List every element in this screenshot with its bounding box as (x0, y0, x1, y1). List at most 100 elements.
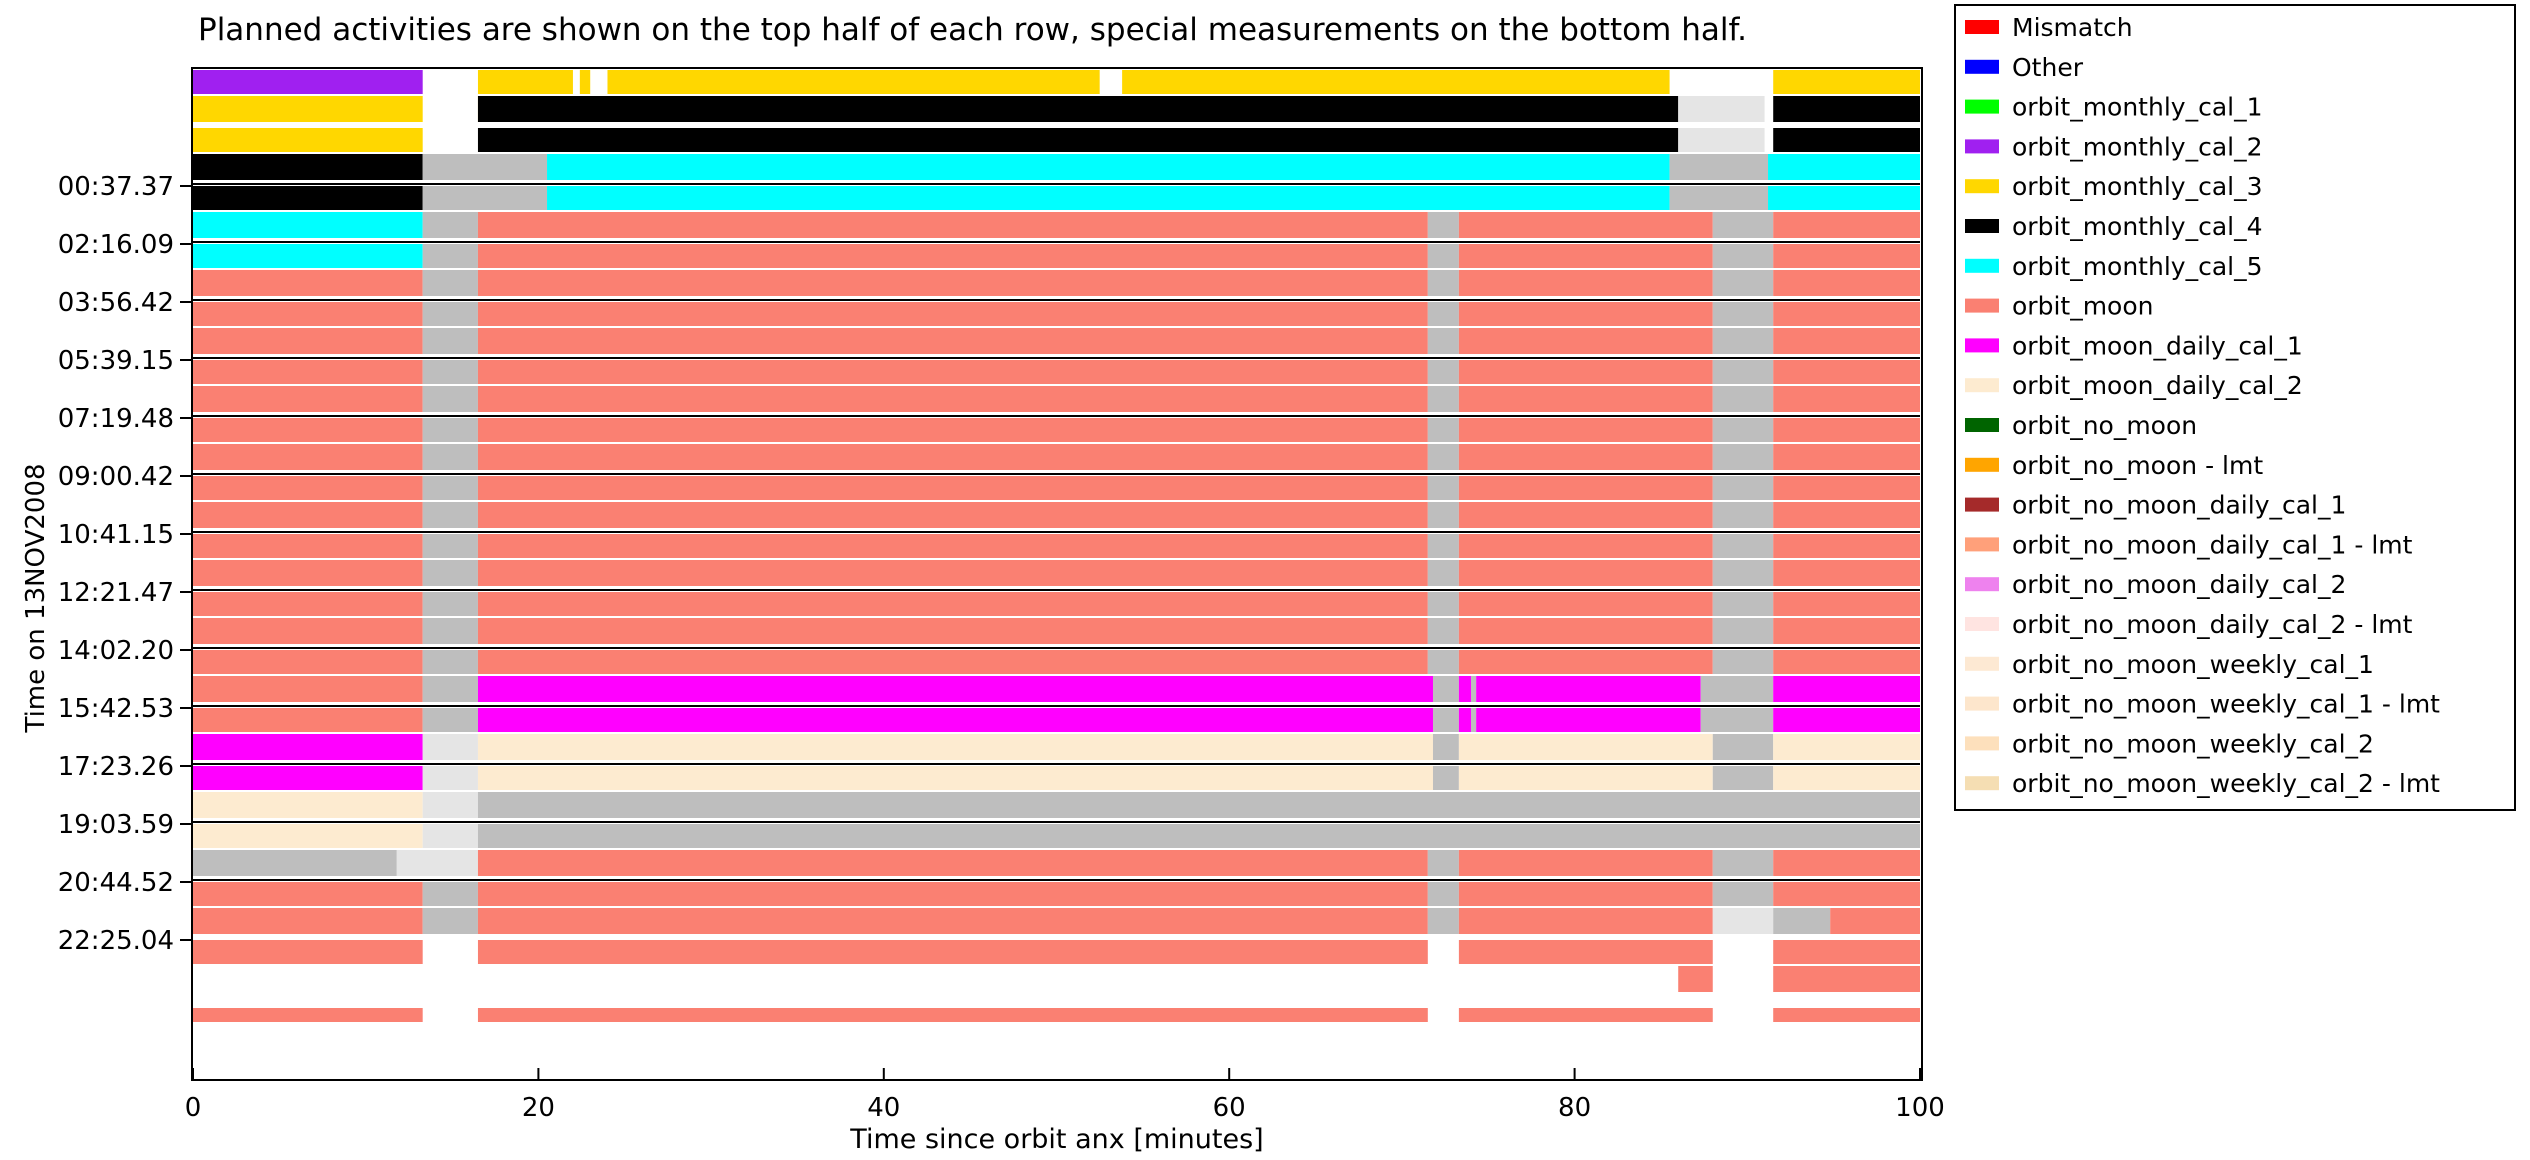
legend-label: orbit_no_moon_weekly_cal_2 - lmt (2012, 769, 2440, 798)
activity-row (193, 650, 1920, 702)
measurement-segment (1458, 270, 1713, 296)
measurement-segment (193, 502, 423, 528)
planned-activity-segment (1712, 302, 1774, 326)
measurement-segment (1712, 908, 1774, 934)
measurement-segment (477, 270, 1428, 296)
planned-activity-segment (193, 128, 423, 152)
planned-activity-segment (1427, 650, 1459, 674)
measurement-segment (1427, 502, 1459, 528)
measurement-segment (1427, 560, 1459, 586)
x-axis-ticks: 0 20 40 60 80 100 (185, 1068, 1945, 1123)
planned-activity-segment (193, 882, 423, 906)
measurement-segment (422, 386, 478, 412)
measurement-segment (422, 734, 478, 760)
plot-frame (191, 67, 1923, 1081)
planned-activity-segment (1427, 418, 1459, 442)
legend-swatch (1965, 537, 1999, 552)
planned-activity-segment (422, 302, 478, 326)
measurement-segment (1427, 328, 1459, 354)
measurement-segment (1712, 328, 1774, 354)
planned-activity-segment (1773, 650, 1920, 674)
planned-activity-segment (1773, 302, 1920, 326)
measurement-segment (1830, 908, 1920, 934)
legend-entry: orbit_moon_daily_cal_2 (1965, 371, 2303, 400)
legend-label: orbit_no_moon_weekly_cal_2 (2012, 729, 2374, 758)
activity-row (193, 534, 1920, 586)
y-tick-label: 03:56.42 (58, 288, 174, 318)
planned-activity-segment (1768, 186, 1920, 210)
y-tick-label: 12:21.47 (58, 578, 174, 608)
measurement-segment (477, 444, 1428, 470)
measurement-segment (1773, 1008, 1920, 1022)
legend-label: orbit_no_moon (2012, 411, 2197, 440)
measurement-segment (477, 908, 1428, 934)
y-tick-label: 05:39.15 (58, 346, 174, 376)
measurement-segment (1773, 676, 1920, 702)
planned-activity-segment (477, 592, 1428, 616)
measurement-segment (1432, 734, 1459, 760)
measurement-segment (1773, 444, 1920, 470)
measurement-segment (193, 618, 423, 644)
legend-label: orbit_no_moon_daily_cal_1 - lmt (2012, 530, 2413, 559)
measurement-segment (1476, 676, 1701, 702)
legend-swatch (1965, 99, 1999, 114)
legend-label: orbit_monthly_cal_2 (2012, 132, 2263, 161)
measurement-segment (422, 560, 478, 586)
legend-swatch (1965, 696, 1999, 711)
x-axis-label: Time since orbit anx [minutes] (849, 1124, 1263, 1155)
planned-activity-segment (1458, 244, 1713, 268)
planned-activity-segment (193, 766, 423, 790)
planned-activity-segment (1427, 360, 1459, 384)
planned-activity-segment (422, 882, 478, 906)
measurement-segment (1773, 560, 1920, 586)
planned-activity-segment (477, 882, 1428, 906)
measurement-segment (477, 386, 1428, 412)
legend-swatch (1965, 139, 1999, 154)
activity-row (193, 708, 1920, 760)
measurement-segment (1669, 154, 1769, 180)
legend-entry: Mismatch (1965, 13, 2133, 42)
legend-label: orbit_no_moon_daily_cal_1 (2012, 491, 2346, 520)
measurement-segment (1458, 386, 1713, 412)
x-tick-label: 80 (1558, 1093, 1591, 1123)
planned-activity-segment (1122, 70, 1670, 94)
measurement-segment (477, 212, 1428, 238)
planned-activity-segment (422, 592, 478, 616)
measurement-segment (1427, 850, 1459, 876)
planned-activity-segment (1712, 244, 1774, 268)
legend: Mismatch Other orbit_monthly_cal_1 orbit_mo… (1965, 13, 2440, 798)
y-tick-label: 00:37.37 (58, 172, 174, 202)
planned-activity-segment (477, 244, 1428, 268)
planned-activity-segment (1458, 882, 1713, 906)
measurement-segment (1712, 270, 1774, 296)
planned-activity-segment (1458, 418, 1713, 442)
activity-row (193, 418, 1920, 470)
measurement-segment (1458, 908, 1713, 934)
y-tick-label: 14:02.20 (58, 636, 174, 666)
planned-activity-segment (1773, 766, 1920, 790)
measurement-segment (477, 502, 1428, 528)
legend-entry: orbit_no_moon_daily_cal_1 - lmt (1965, 530, 2413, 559)
legend-label: orbit_monthly_cal_5 (2012, 252, 2263, 281)
planned-activity-segment (193, 302, 423, 326)
planned-activity-segment (547, 186, 1670, 210)
measurement-segment (1432, 676, 1459, 702)
measurement-segment (1773, 618, 1920, 644)
measurement-segment (422, 908, 478, 934)
legend-entry: orbit_no_moon_daily_cal_1 (1965, 491, 2346, 520)
measurement-segment (477, 792, 1921, 818)
legend-entry: orbit_monthly_cal_1 (1965, 93, 2263, 122)
measurement-segment (1712, 734, 1774, 760)
planned-activity-segment (422, 418, 478, 442)
x-tick-label: 60 (1213, 1093, 1246, 1123)
y-axis-ticks: 00:37.37 02:16.09 03:56.42 05:39.15 07:19.48… (58, 172, 192, 956)
measurement-segment (1712, 502, 1774, 528)
legend-label: orbit_no_moon - lmt (2012, 451, 2263, 480)
planned-activity-segment (193, 186, 423, 210)
planned-activity-segment (477, 128, 1679, 152)
planned-activity-segment (477, 418, 1428, 442)
measurement-segment (422, 212, 478, 238)
measurement-segment (477, 560, 1428, 586)
legend-label: Other (2012, 53, 2084, 82)
